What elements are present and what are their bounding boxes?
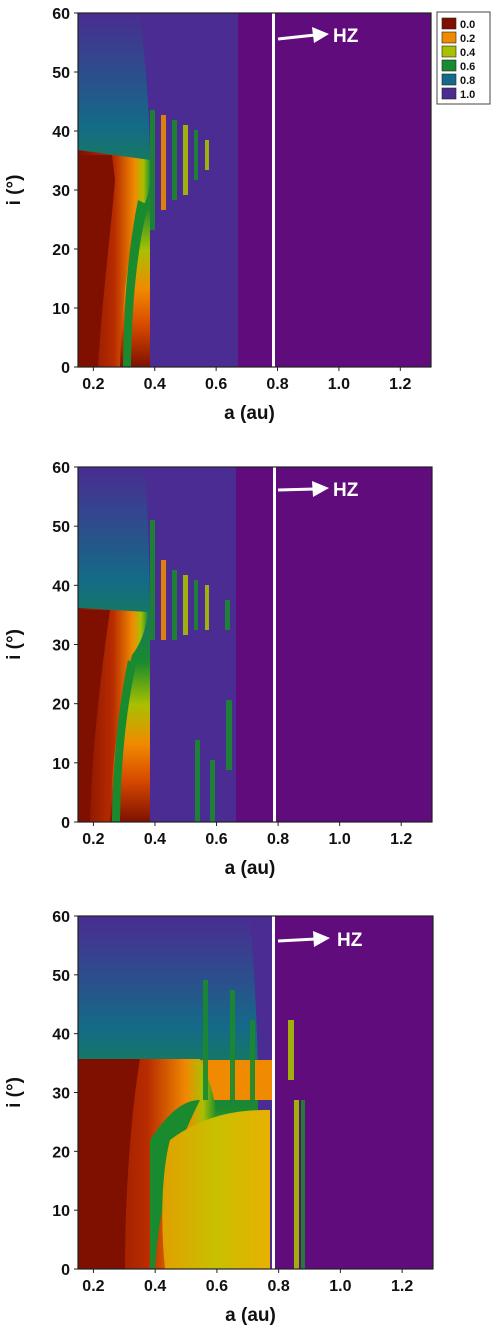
heatmap-field-2 bbox=[78, 467, 432, 822]
x-tick-label: 0.6 bbox=[205, 831, 227, 848]
legend-label: 0.4 bbox=[460, 47, 476, 59]
x-tick-label: 1.0 bbox=[328, 376, 350, 393]
panel-1: 0.2 0.4 0.6 0.8 1.0 1.2 0 10 20 30 40 50 60 a (au) i (… bbox=[4, 6, 432, 424]
x-tick-label: 0.2 bbox=[82, 376, 104, 393]
y-tick-label: 40 bbox=[52, 578, 70, 595]
legend-label: 0.2 bbox=[460, 33, 475, 45]
heatmap-field-3 bbox=[78, 916, 433, 1269]
y-tick-label: 20 bbox=[52, 1144, 70, 1161]
x-tick-label: 0.4 bbox=[144, 376, 166, 393]
x-tick-label: 1.0 bbox=[329, 1278, 351, 1295]
y-tick-label: 20 bbox=[52, 697, 70, 714]
x-tick-label: 1.2 bbox=[389, 376, 411, 393]
y-axis-label: i (°) bbox=[4, 629, 25, 660]
y-tick-label: 50 bbox=[52, 968, 70, 985]
hz-line bbox=[272, 13, 275, 367]
y-tick-label: 50 bbox=[52, 519, 70, 536]
y-tick-label: 30 bbox=[52, 183, 70, 200]
x-tick-label: 0.8 bbox=[266, 376, 288, 393]
heatmap-field-1 bbox=[78, 13, 431, 367]
hz-label: HZ bbox=[337, 930, 363, 951]
x-tick-label: 1.2 bbox=[390, 831, 412, 848]
x-tick-label: 0.8 bbox=[268, 1278, 290, 1295]
y-tick-label: 30 bbox=[52, 1086, 70, 1103]
x-tick-label: 0.6 bbox=[205, 376, 227, 393]
axes-3: 0.2 0.4 0.6 0.8 1.0 1.2 0 10 20 30 40 50 60 a (au) i (… bbox=[4, 909, 413, 1326]
y-tick-label: 40 bbox=[52, 124, 70, 141]
axes-2: 0.2 0.4 0.6 0.8 1.0 1.2 0 10 20 30 40 50 60 a (au) i (… bbox=[4, 460, 412, 879]
resonance-spikes bbox=[150, 110, 209, 230]
y-tick-label: 10 bbox=[52, 301, 70, 318]
legend-label: 0.8 bbox=[460, 75, 475, 87]
legend-swatch bbox=[441, 59, 457, 72]
legend-swatch bbox=[441, 45, 457, 58]
x-tick-label: 1.0 bbox=[329, 831, 351, 848]
panel-2: 0.2 0.4 0.6 0.8 1.0 1.2 0 10 20 30 40 50 60 a (au) i (… bbox=[4, 460, 433, 879]
y-tick-label: 0 bbox=[61, 1262, 70, 1279]
y-tick-label: 30 bbox=[52, 638, 70, 655]
legend-swatch bbox=[441, 17, 457, 30]
axes-1: 0.2 0.4 0.6 0.8 1.0 1.2 0 10 20 30 40 50 60 a (au) i (… bbox=[4, 6, 412, 424]
hz-annotation: HZ bbox=[277, 930, 363, 951]
y-axis-label: i (°) bbox=[4, 175, 25, 206]
panel-3: 0.2 0.4 0.6 0.8 1.0 1.2 0 10 20 30 40 50 60 a (au) i (… bbox=[4, 909, 434, 1326]
y-tick-label: 20 bbox=[52, 242, 70, 259]
x-axis-label: a (au) bbox=[225, 1305, 276, 1326]
y-tick-label: 50 bbox=[52, 65, 70, 82]
legend-label: 0.0 bbox=[460, 19, 475, 31]
x-tick-label: 0.8 bbox=[267, 831, 289, 848]
x-tick-label: 0.4 bbox=[144, 831, 166, 848]
hz-annotation: HZ bbox=[277, 480, 359, 501]
y-tick-label: 0 bbox=[61, 360, 70, 377]
x-tick-label: 0.2 bbox=[82, 1278, 104, 1295]
y-tick-label: 40 bbox=[52, 1027, 70, 1044]
x-tick-label: 1.2 bbox=[391, 1278, 413, 1295]
y-tick-label: 60 bbox=[52, 460, 70, 477]
x-axis-label: a (au) bbox=[225, 858, 276, 879]
green-edge bbox=[123, 200, 148, 367]
x-axis-label: a (au) bbox=[224, 403, 275, 424]
x-tick-label: 0.4 bbox=[144, 1278, 166, 1295]
legend-label: 0.6 bbox=[460, 61, 475, 73]
legend-swatch bbox=[441, 73, 457, 86]
legend-label: 1.0 bbox=[460, 89, 475, 101]
x-tick-label: 0.2 bbox=[82, 831, 104, 848]
hz-label: HZ bbox=[333, 480, 359, 501]
legend-swatch bbox=[441, 87, 457, 100]
y-axis-label: i (°) bbox=[4, 1077, 25, 1108]
y-tick-label: 10 bbox=[52, 1203, 70, 1220]
legend-swatch bbox=[441, 31, 457, 44]
y-tick-label: 60 bbox=[52, 6, 70, 23]
y-tick-label: 60 bbox=[52, 909, 70, 926]
core-region-darkred bbox=[78, 155, 115, 367]
hz-label: HZ bbox=[333, 26, 359, 47]
y-tick-label: 0 bbox=[61, 815, 70, 832]
x-tick-label: 0.6 bbox=[206, 1278, 228, 1295]
colorbar-legend: 0.0 0.2 0.4 0.6 0.8 1.0 bbox=[436, 11, 491, 105]
hz-annotation: HZ bbox=[277, 26, 359, 47]
y-tick-label: 10 bbox=[52, 756, 70, 773]
